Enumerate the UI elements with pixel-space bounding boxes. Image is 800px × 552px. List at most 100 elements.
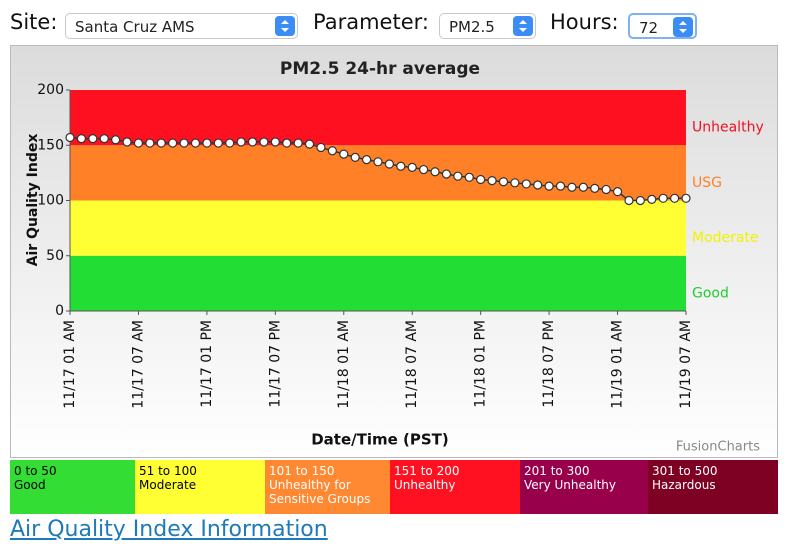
legend-name: Very Unhealthy — [524, 478, 616, 492]
data-point — [521, 179, 531, 189]
x-tick-label: 11/19 01 AM — [610, 320, 626, 409]
data-point — [510, 178, 520, 188]
data-point — [99, 134, 109, 144]
parameter-select[interactable]: PM2.5 — [439, 13, 536, 39]
legend-cell: 151 to 200 Unhealthy — [390, 460, 520, 514]
select-arrow — [275, 16, 295, 36]
y-tick-label: 0 — [55, 303, 64, 319]
data-point — [533, 180, 543, 190]
x-tick-label: 11/17 07 PM — [267, 320, 283, 408]
data-point — [498, 177, 509, 187]
credit: FusionCharts — [676, 440, 760, 455]
legend-name: Moderate — [139, 478, 197, 492]
data-point — [567, 182, 577, 192]
data-point — [270, 137, 280, 147]
y-tick-label: 150 — [37, 137, 64, 153]
data-point — [304, 139, 315, 149]
band-label: Moderate — [692, 230, 759, 246]
legend-cell: 101 to 150 Unhealthy for Sensitive Groups — [265, 460, 390, 514]
data-point — [225, 138, 235, 148]
data-point — [487, 176, 497, 186]
select-arrow — [673, 17, 693, 37]
data-point — [247, 137, 258, 147]
x-tick-label: 11/19 07 AM — [678, 320, 694, 409]
data-point — [578, 182, 588, 192]
legend-name: Unhealthy — [394, 478, 456, 492]
data-point — [544, 181, 554, 191]
data-point — [590, 183, 600, 193]
hours-label: Hours: — [550, 10, 619, 34]
data-point — [624, 195, 634, 206]
legend-range: 101 to 150 — [269, 464, 335, 478]
data-point — [396, 161, 406, 171]
data-point — [601, 184, 611, 195]
data-point — [316, 142, 326, 153]
chart: PM2.5 24-hr average Date/Time (PST) Air … — [10, 45, 778, 458]
chart-title: PM2.5 24-hr average — [280, 59, 480, 79]
legend-name: Hazardous — [652, 478, 716, 492]
data-point — [669, 193, 680, 203]
x-axis-label: Date/Time (PST) — [311, 431, 449, 449]
data-point — [658, 193, 668, 203]
site-label: Site: — [10, 10, 58, 34]
band-label: Unhealthy — [692, 120, 764, 136]
data-point — [293, 138, 303, 148]
data-point — [635, 195, 645, 206]
data-point — [555, 181, 566, 191]
legend-range: 151 to 200 — [394, 464, 460, 478]
x-tick-label: 11/18 07 PM — [541, 320, 557, 408]
data-point — [464, 172, 474, 182]
aqi-info-link[interactable]: Air Quality Index Information — [10, 517, 328, 542]
legend-range: 0 to 50 — [14, 464, 57, 478]
data-point — [476, 174, 486, 185]
hours-select[interactable]: 72 — [628, 13, 697, 39]
band-label: USG — [692, 175, 722, 191]
legend-range: 201 to 300 — [524, 464, 590, 478]
data-point — [407, 162, 417, 172]
x-tick-label: 11/17 07 AM — [130, 320, 146, 409]
data-point — [419, 164, 429, 175]
y-tick-label: 50 — [46, 248, 64, 264]
parameter-value: PM2.5 — [449, 18, 495, 36]
data-point — [327, 146, 337, 156]
parameter-label: Parameter: — [313, 10, 429, 34]
data-point — [179, 138, 189, 148]
data-point — [236, 137, 246, 147]
data-point — [156, 138, 166, 148]
aqi-band — [70, 200, 686, 256]
data-point — [202, 138, 212, 148]
aqi-band — [70, 90, 686, 146]
data-point — [213, 138, 223, 148]
band-label: Good — [692, 285, 729, 301]
legend-cell: 0 to 50 Good — [10, 460, 135, 514]
data-point — [647, 194, 657, 204]
x-tick-label: 11/17 01 AM — [62, 320, 78, 409]
hours-value: 72 — [639, 19, 659, 37]
data-point — [350, 152, 360, 163]
data-point — [453, 171, 463, 181]
data-point — [430, 167, 440, 177]
data-point — [384, 159, 395, 169]
data-point — [133, 138, 144, 148]
data-point — [111, 135, 121, 145]
legend-cell: 51 to 100 Moderate — [135, 460, 265, 514]
legend-cell: 201 to 300 Very Unhealthy — [520, 460, 648, 514]
data-point — [259, 137, 269, 147]
x-tick-label: 11/18 01 AM — [336, 320, 352, 409]
site-value: Santa Cruz AMS — [75, 18, 195, 36]
data-point — [612, 187, 623, 197]
data-point — [145, 138, 155, 148]
data-point — [373, 157, 383, 167]
site-select[interactable]: Santa Cruz AMS — [65, 13, 298, 39]
legend-range: 301 to 500 — [652, 464, 718, 478]
legend-range: 51 to 100 — [139, 464, 197, 478]
data-point — [122, 137, 132, 147]
data-point — [339, 149, 349, 159]
data-point — [361, 155, 372, 165]
data-point — [681, 193, 691, 203]
legend-name: Good — [14, 478, 46, 492]
data-point — [88, 134, 98, 144]
data-point — [168, 138, 178, 148]
aqi-legend: 0 to 50 Good 51 to 100 Moderate 101 to 150 Un… — [10, 460, 778, 514]
